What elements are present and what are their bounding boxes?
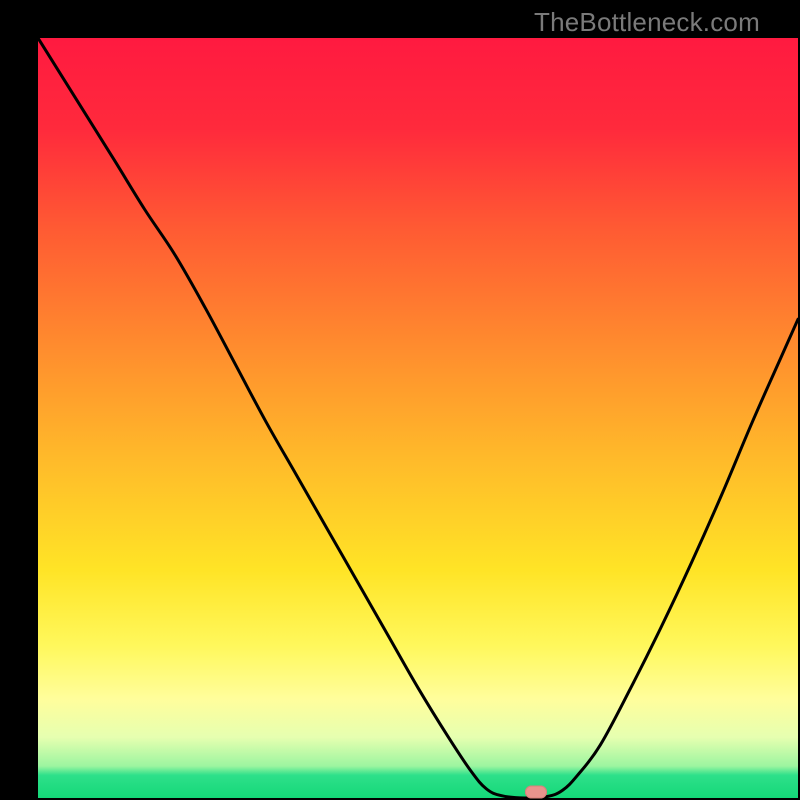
bottleneck-curve xyxy=(38,38,798,798)
curve-layer xyxy=(38,38,798,798)
optimum-marker xyxy=(525,785,547,798)
chart-container: TheBottleneck.com xyxy=(0,0,800,800)
plot-area xyxy=(38,38,798,798)
watermark: TheBottleneck.com xyxy=(534,7,760,38)
